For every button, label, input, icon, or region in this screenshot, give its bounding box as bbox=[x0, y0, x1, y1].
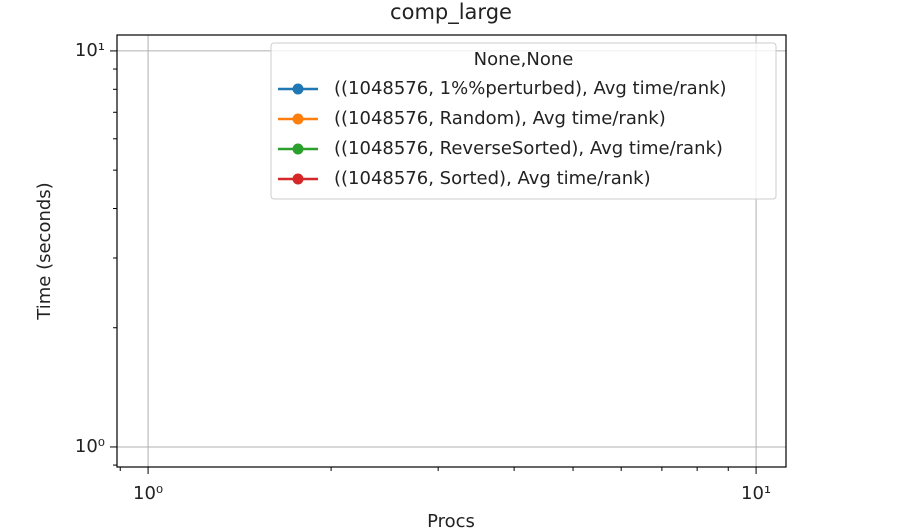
chart-title: comp_large bbox=[390, 0, 512, 25]
legend-label: ((1048576, Random), Avg time/rank) bbox=[334, 108, 666, 129]
x-tick-label: 10¹ bbox=[741, 483, 771, 504]
legend-label: ((1048576, ReverseSorted), Avg time/rank… bbox=[334, 138, 723, 159]
legend-marker bbox=[292, 173, 304, 185]
legend-label: ((1048576, Sorted), Avg time/rank) bbox=[334, 168, 651, 189]
legend-box bbox=[270, 42, 777, 200]
plot-frame bbox=[116, 34, 787, 468]
x-tick-label: 10⁰ bbox=[133, 483, 163, 504]
legend-label: ((1048576, 1%%perturbed), Avg time/rank) bbox=[334, 78, 727, 99]
legend-marker bbox=[292, 83, 304, 95]
legend-marker bbox=[292, 113, 304, 125]
y-tick-label: 10¹ bbox=[75, 40, 105, 61]
legend-marker bbox=[292, 143, 304, 155]
y-tick-label: 10⁰ bbox=[75, 436, 105, 457]
x-axis-label: Procs bbox=[427, 511, 475, 528]
legend-title: None,None bbox=[474, 49, 574, 70]
y-axis-label: Time (seconds) bbox=[34, 182, 55, 320]
